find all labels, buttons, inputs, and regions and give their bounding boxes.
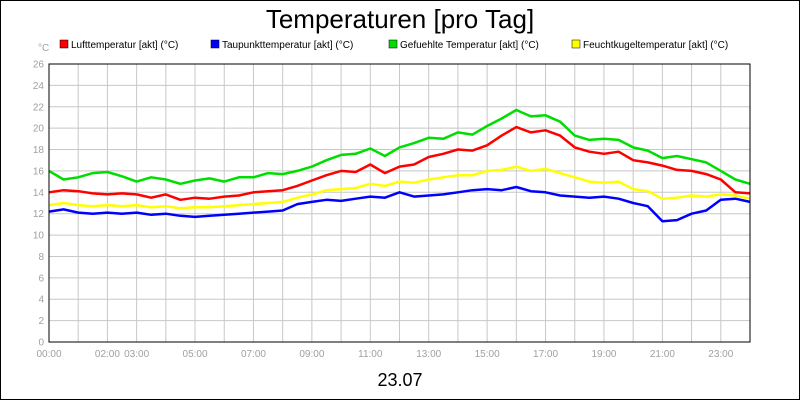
legend-label-3: Feuchtkugeltemperatur [akt] (°C): [583, 40, 728, 51]
x-tick-label: 19:00: [591, 349, 616, 360]
x-tick-label: 11:00: [358, 349, 383, 360]
plot-border: [48, 63, 751, 343]
y-tick-label: 26: [33, 60, 45, 71]
legend-label-2: Gefuehlte Temperatur [akt] (°C): [400, 40, 539, 51]
x-tick-label: 03:00: [124, 349, 149, 360]
y-tick-label: 0: [38, 338, 44, 349]
x-tick-label: 15:00: [475, 349, 500, 360]
series-line-0: [48, 125, 751, 202]
legend: Lufttemperatur [akt] (°C) Taupunkttempera…: [59, 39, 728, 51]
x-tick-label: 07:00: [241, 349, 266, 360]
x-tick-label: 05:00: [183, 349, 208, 360]
series-line-2: [48, 108, 751, 186]
y-tick-label: 6: [38, 273, 44, 284]
date-label: 23.07: [377, 370, 422, 390]
legend-swatch-1: [210, 39, 220, 49]
x-tick-label: 23:00: [708, 349, 733, 360]
x-tick-label: 13:00: [416, 349, 441, 360]
y-tick-label: 20: [33, 124, 45, 135]
chart-title: Temperaturen [pro Tag]: [266, 4, 534, 34]
y-tick-label: 14: [33, 188, 45, 199]
y-tick-label: 22: [33, 102, 45, 113]
series-line-3: [48, 165, 751, 210]
legend-label-1: Taupunkttemperatur [akt] (°C): [222, 40, 353, 51]
y-tick-label: 10: [33, 231, 45, 242]
x-tick-label: 00:00: [36, 349, 61, 360]
y-tick-label: 24: [33, 81, 45, 92]
series-line-1: [48, 185, 751, 223]
y-tick-label: 2: [38, 316, 44, 327]
x-tick-label: 21:00: [650, 349, 675, 360]
x-tick-label: 17:00: [533, 349, 558, 360]
y-axis-unit-label: °C: [38, 43, 49, 54]
y-tick-label: 8: [38, 252, 44, 263]
series-group: [48, 108, 751, 223]
legend-swatch-3: [571, 39, 581, 49]
y-tick-label: 4: [38, 295, 44, 306]
x-tick-label: 09:00: [299, 349, 324, 360]
legend-label-0: Lufttemperatur [akt] (°C): [71, 40, 178, 51]
legend-swatch-2: [388, 39, 398, 49]
x-tick-label: 02:00: [95, 349, 120, 360]
y-tick-label: 16: [33, 166, 45, 177]
y-tick-label: 18: [33, 145, 45, 156]
legend-swatch-0: [59, 39, 69, 49]
y-tick-label: 12: [33, 209, 45, 220]
